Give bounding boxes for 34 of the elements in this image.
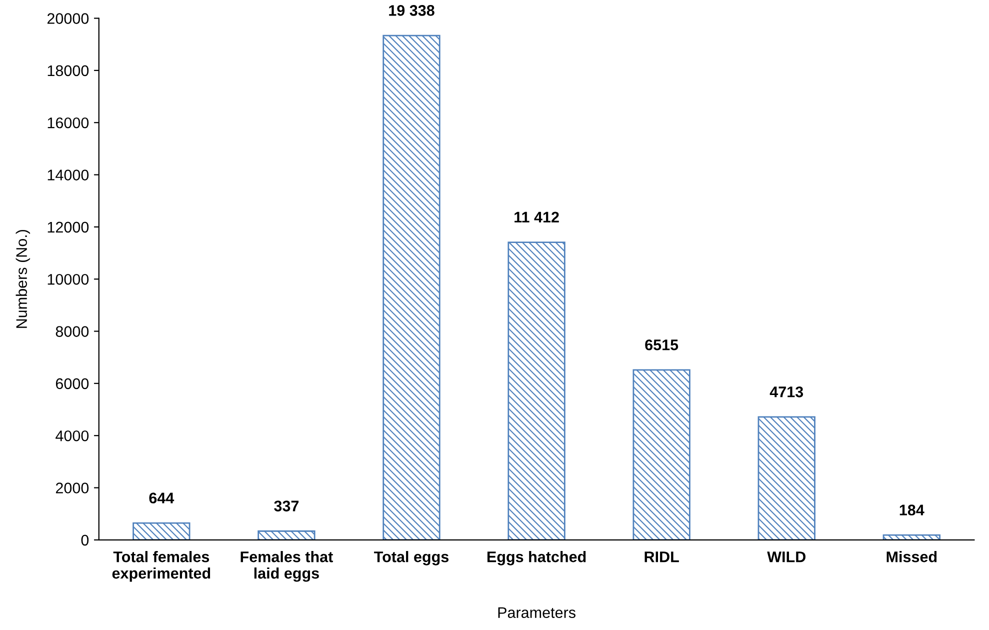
bar xyxy=(758,416,816,540)
y-tick-label: 12000 xyxy=(48,222,89,233)
bar xyxy=(882,534,940,540)
data-label: 644 xyxy=(149,492,174,504)
bar xyxy=(508,242,566,540)
y-tick-label: 4000 xyxy=(56,430,89,442)
x-tick-label: Females that laid eggs xyxy=(240,551,333,582)
x-tick-label: WILD xyxy=(767,552,806,562)
y-tick-label: 2000 xyxy=(56,482,89,494)
data-label: 6515 xyxy=(645,339,678,350)
bar xyxy=(258,530,316,540)
x-tick-label: Total eggs xyxy=(374,551,449,566)
y-tick-label: 16000 xyxy=(48,117,89,128)
y-tick-label: 20000 xyxy=(47,13,89,24)
y-tick-label: 10000 xyxy=(48,274,89,285)
y-tick-label: 0 xyxy=(81,534,89,546)
x-tick-label: Missed xyxy=(886,551,937,562)
x-tick-label: Eggs hatched xyxy=(487,551,586,566)
data-label: 337 xyxy=(274,500,299,512)
bar xyxy=(132,522,190,540)
data-label: 184 xyxy=(900,504,924,516)
y-tick-label: 18000 xyxy=(48,65,89,76)
y-tick-label: 14000 xyxy=(48,170,89,180)
data-label: 19 338 xyxy=(389,5,434,16)
x-tick-label: RIDL xyxy=(644,552,679,562)
y-tick-label: 8000 xyxy=(56,326,89,337)
data-label: 4713 xyxy=(770,386,804,398)
bar xyxy=(382,34,440,540)
x-axis-title: Parameters xyxy=(498,607,576,618)
y-tick-label: 6000 xyxy=(56,378,89,390)
y-axis-title: Numbers (No.) xyxy=(16,230,30,328)
data-label: 11 412 xyxy=(514,212,559,222)
x-tick-label: Total females experimented xyxy=(112,551,210,582)
bar xyxy=(632,369,690,540)
